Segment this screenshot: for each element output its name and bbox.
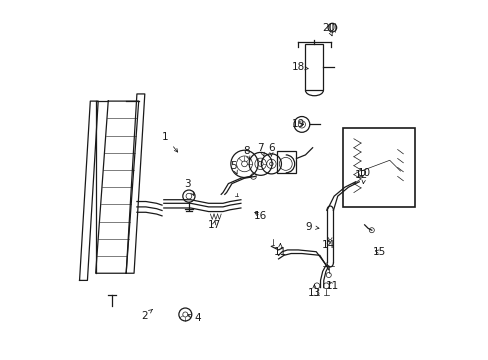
Text: 6: 6: [267, 143, 274, 156]
Text: 11: 11: [273, 243, 286, 257]
Bar: [305, 44, 323, 90]
Text: 11: 11: [325, 281, 338, 291]
Text: 19: 19: [291, 120, 305, 129]
Text: 3: 3: [183, 179, 193, 195]
Text: 2: 2: [141, 309, 152, 321]
Text: 7: 7: [257, 143, 264, 156]
Text: 15: 15: [371, 247, 385, 257]
Text: 4: 4: [187, 313, 201, 323]
Text: 13: 13: [307, 285, 321, 298]
Text: 12: 12: [354, 170, 367, 180]
Text: 18: 18: [291, 62, 307, 72]
Text: 17: 17: [207, 220, 220, 230]
Bar: [276, 151, 296, 173]
Text: 1: 1: [162, 132, 177, 152]
Text: 20: 20: [322, 23, 335, 36]
Text: 16: 16: [253, 211, 267, 221]
Text: 8: 8: [243, 146, 249, 159]
Text: 9: 9: [305, 222, 318, 231]
Bar: [343, 128, 414, 207]
Text: 5: 5: [230, 161, 237, 174]
Text: 10: 10: [357, 168, 370, 184]
Text: 14: 14: [322, 239, 335, 249]
